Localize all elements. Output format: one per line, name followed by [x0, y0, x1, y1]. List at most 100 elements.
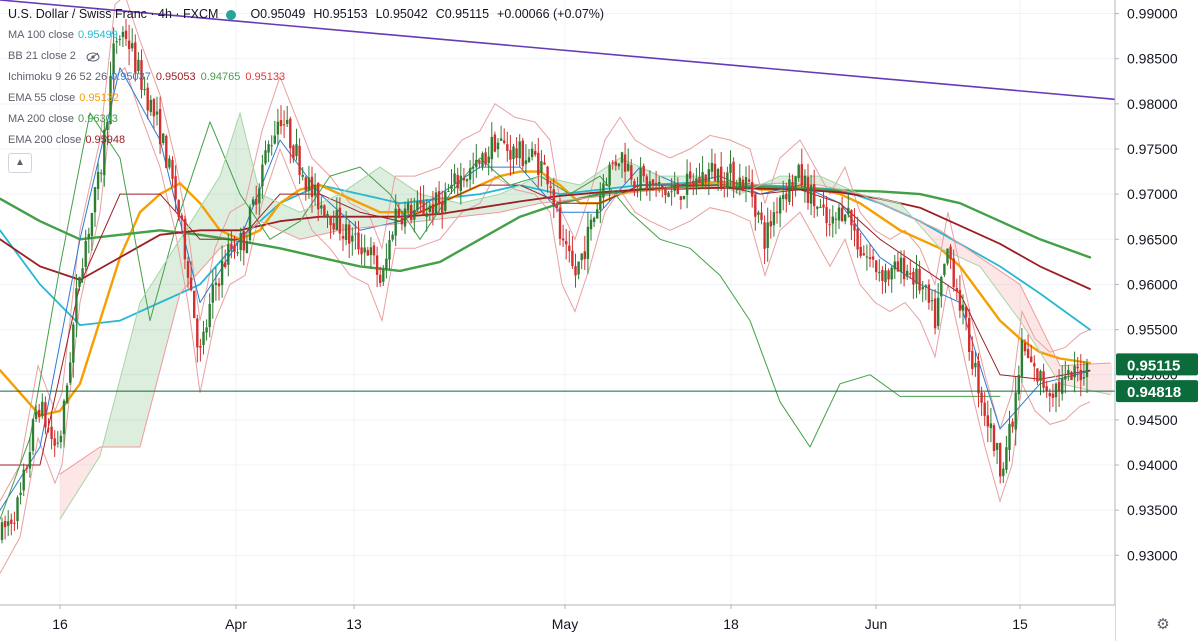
- candle-body: [59, 435, 63, 443]
- cloud-segment: [500, 192, 504, 213]
- candle-body: [1026, 348, 1030, 358]
- candle-body: [165, 135, 168, 169]
- candle-body: [496, 142, 500, 150]
- candle-body: [1045, 386, 1048, 392]
- candle-body: [1067, 370, 1070, 375]
- candle-body: [406, 202, 410, 211]
- cloud-segment: [308, 206, 312, 238]
- candle-body: [341, 236, 345, 239]
- candle-body: [726, 172, 729, 189]
- candle-body: [580, 253, 583, 261]
- candle-body: [788, 179, 791, 203]
- study-row[interactable]: EMA 55 close 0.95132: [8, 88, 604, 109]
- study-row[interactable]: Ichimoku 9 26 52 26 0.95037 0.95053 0.94765…: [8, 67, 604, 88]
- candle-body: [1014, 392, 1017, 430]
- candle-body: [809, 185, 813, 204]
- candle-body: [837, 207, 841, 221]
- time-tick-label: May: [552, 616, 578, 632]
- candle-body: [986, 415, 989, 427]
- cloud-segment: [224, 150, 228, 247]
- candle-body: [295, 144, 298, 157]
- candle-body: [899, 257, 903, 272]
- candle-body: [847, 207, 850, 215]
- candle-body: [155, 111, 159, 115]
- candle-body: [329, 215, 332, 226]
- time-tick-label: Jun: [865, 616, 888, 632]
- candle-body: [131, 43, 134, 49]
- candle-body: [586, 226, 590, 259]
- cloud-segment: [936, 228, 940, 249]
- candlesticks[interactable]: [0, 18, 1089, 544]
- gear-icon[interactable]: ⚙: [1156, 616, 1170, 633]
- candle-body: [267, 144, 270, 153]
- candle-body: [320, 205, 323, 209]
- drawing-overlay[interactable]: [0, 0, 1116, 392]
- candle-body: [797, 164, 800, 179]
- candle-body: [490, 136, 493, 160]
- study-row[interactable]: MA 200 close 0.96303: [8, 109, 604, 130]
- collapse-legend-button[interactable]: ▲: [8, 153, 32, 173]
- resistance-trendline[interactable]: [0, 0, 1116, 101]
- candle-body: [971, 350, 974, 369]
- symbol-header[interactable]: U.S. Dollar / Swiss Franc · 4h · FXCM O0…: [8, 4, 604, 25]
- study-row[interactable]: BB 21 close 2: [8, 46, 604, 67]
- cloud-segment: [164, 258, 168, 355]
- candle-body: [487, 156, 490, 164]
- candle-body: [317, 183, 320, 210]
- price-axis-bg: [1115, 0, 1199, 641]
- cloud-segment: [160, 264, 164, 371]
- candle-body: [1030, 356, 1033, 363]
- cloud-segment: [284, 204, 288, 234]
- candle-body: [310, 176, 314, 198]
- study-row[interactable]: MA 100 close 0.95499: [8, 25, 604, 46]
- market-status-icon: [226, 9, 237, 20]
- candle-body: [326, 213, 329, 218]
- cloud-segment: [568, 182, 572, 201]
- candle-body: [806, 177, 810, 203]
- candle-body: [571, 250, 574, 266]
- candle-body: [459, 175, 462, 191]
- candle-body: [906, 270, 909, 277]
- candle-body: [608, 164, 611, 186]
- candle-body: [236, 252, 239, 254]
- study-value: 0.95499: [78, 29, 118, 41]
- candle-body: [670, 191, 673, 193]
- time-tick-label: 16: [52, 616, 68, 632]
- cloud-segment: [368, 172, 372, 228]
- cloud-segment: [896, 202, 900, 213]
- candle-body: [16, 497, 19, 522]
- candle-body: [661, 184, 664, 190]
- candle-body: [338, 207, 342, 234]
- candle-body: [158, 109, 162, 145]
- candle-body: [543, 162, 546, 165]
- candle-body: [689, 171, 692, 179]
- candle-body: [747, 179, 751, 182]
- price-tick-label: 0.95500: [1127, 322, 1178, 338]
- symbol-title[interactable]: U.S. Dollar / Swiss Franc · 4h · FXCM: [8, 7, 219, 21]
- candle-body: [599, 195, 602, 210]
- candle-body: [530, 148, 534, 158]
- cloud-segment: [152, 277, 156, 401]
- candle-body: [617, 163, 621, 167]
- candle-body: [193, 290, 196, 319]
- candle-body: [28, 452, 32, 469]
- candle-body: [348, 224, 351, 244]
- candle-body: [977, 360, 980, 394]
- candle-body: [664, 189, 667, 196]
- candle-body: [211, 284, 214, 303]
- candle-body: [1051, 393, 1055, 398]
- study-row[interactable]: EMA 200 close 0.95948: [8, 130, 604, 151]
- cloud-segment: [144, 289, 148, 432]
- candle-body: [549, 186, 552, 188]
- hidden-eye-icon[interactable]: [86, 52, 100, 62]
- cloud-segment: [212, 182, 216, 258]
- price-tick-label: 0.96500: [1127, 231, 1178, 247]
- cloud-segment: [172, 245, 176, 325]
- cloud-segment: [60, 471, 64, 520]
- candle-body: [103, 129, 106, 176]
- cloud-segment: [768, 179, 772, 184]
- candle-body: [13, 522, 16, 524]
- study-label: Ichimoku 9 26 52 26: [8, 71, 108, 83]
